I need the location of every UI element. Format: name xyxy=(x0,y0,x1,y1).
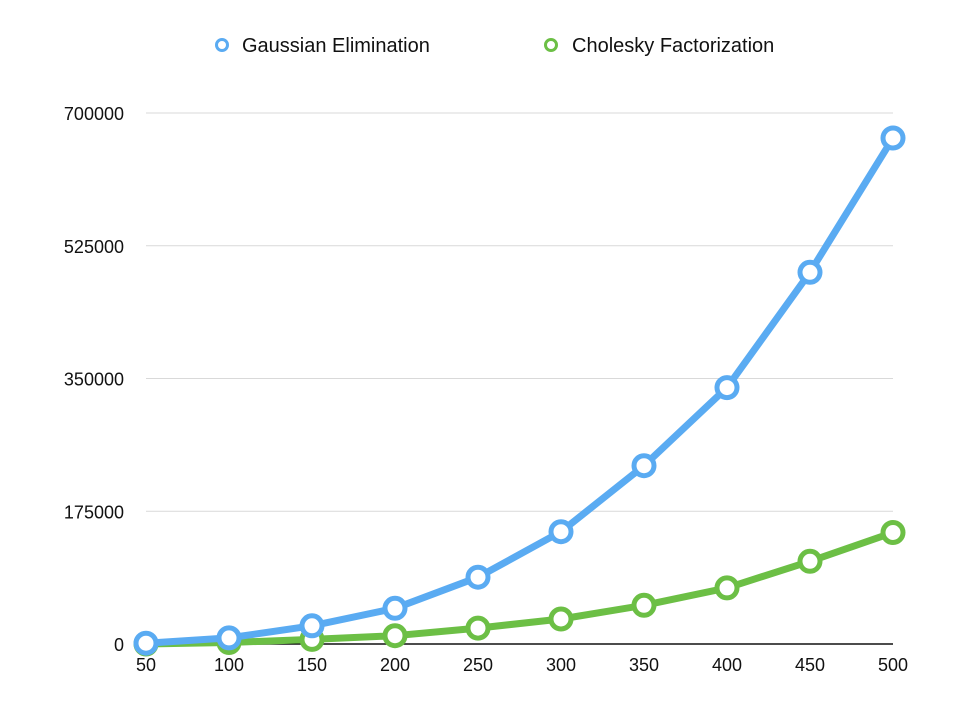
x-tick-label-7: 400 xyxy=(712,655,742,675)
data-point-gaussian-7 xyxy=(714,375,740,401)
data-point-gaussian-6 xyxy=(631,453,657,479)
legend-marker-cholesky xyxy=(544,38,558,52)
data-point-gaussian-5 xyxy=(548,519,574,545)
y-tick-label-0: 0 xyxy=(114,635,124,655)
x-tick-label-5: 300 xyxy=(546,655,576,675)
legend-item-gaussian[interactable]: Gaussian Elimination xyxy=(215,35,430,57)
data-point-cholesky-7 xyxy=(714,575,740,601)
data-point-cholesky-6 xyxy=(631,592,657,618)
y-tick-label-4: 700000 xyxy=(64,104,124,124)
x-tick-label-4: 250 xyxy=(463,655,493,675)
x-tick-label-1: 100 xyxy=(214,655,244,675)
legend-label-cholesky: Cholesky Factorization xyxy=(572,35,774,57)
x-tick-label-8: 450 xyxy=(795,655,825,675)
data-point-gaussian-0 xyxy=(133,630,159,656)
x-tick-label-0: 50 xyxy=(136,655,156,675)
x-tick-label-9: 500 xyxy=(878,655,908,675)
data-point-gaussian-9 xyxy=(880,125,906,151)
axes: 0 175000 350000 525000 700000 50 100 150 200 250 3… xyxy=(64,104,908,675)
legend-marker-gaussian xyxy=(215,38,229,52)
data-point-gaussian-8 xyxy=(797,259,823,285)
data-point-cholesky-4 xyxy=(465,615,491,641)
data-point-gaussian-1 xyxy=(216,625,242,651)
y-tick-label-3: 525000 xyxy=(64,237,124,257)
series-line-cholesky xyxy=(142,529,897,648)
legend: Gaussian Elimination Cholesky Factorizat… xyxy=(215,35,775,57)
y-tick-label-1: 175000 xyxy=(64,502,124,522)
legend-item-cholesky[interactable]: Cholesky Factorization xyxy=(544,35,775,57)
x-tick-label-6: 350 xyxy=(629,655,659,675)
x-tick-label-3: 200 xyxy=(380,655,410,675)
data-point-gaussian-4 xyxy=(465,564,491,590)
y-tick-label-2: 350000 xyxy=(64,370,124,390)
data-point-cholesky-3 xyxy=(382,623,408,649)
legend-label-gaussian: Gaussian Elimination xyxy=(242,35,430,57)
series-line-gaussian xyxy=(142,134,897,647)
data-point-cholesky-5 xyxy=(548,606,574,632)
data-point-cholesky-9 xyxy=(880,520,906,545)
data-point-cholesky-8 xyxy=(797,548,823,574)
data-point-gaussian-2 xyxy=(299,613,325,639)
series-layer xyxy=(133,125,906,657)
data-point-gaussian-3 xyxy=(382,595,408,621)
grid-lines xyxy=(146,112,893,512)
x-tick-label-2: 150 xyxy=(297,655,327,675)
